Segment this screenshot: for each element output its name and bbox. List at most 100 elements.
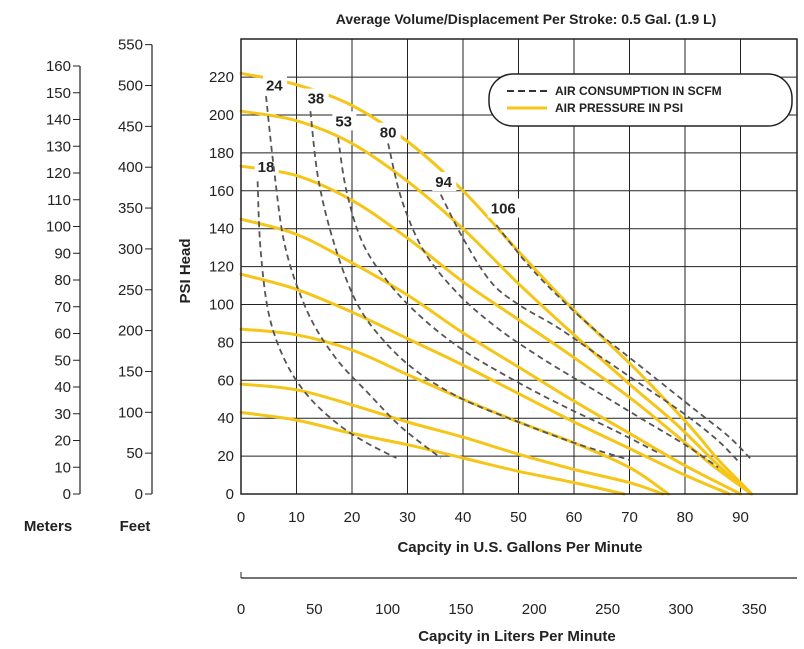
meters-tick-label: 130 [46, 138, 71, 155]
air-consumption-curve [337, 137, 658, 454]
curve-label-bg [262, 75, 287, 95]
meters-tick-label: 30 [54, 406, 71, 423]
meters-tick-label: 110 [47, 192, 71, 209]
x-tick-label: 0 [237, 509, 245, 526]
feet-tick-label: 500 [118, 78, 143, 95]
air-curve-label: 18 [258, 159, 275, 176]
meters-tick-label: 40 [54, 379, 71, 396]
y-tick-label: 100 [209, 297, 234, 314]
pressure-curves [239, 71, 754, 496]
feet-tick-label: 100 [118, 404, 143, 421]
meters-tick-label: 150 [46, 85, 71, 102]
feet-tick-label: 200 [118, 323, 143, 340]
y-tick-label: 40 [217, 410, 234, 427]
liters-axis: 0 50 100 150 200 250 300 350 [237, 572, 797, 618]
meters-tick-label: 60 [54, 326, 71, 343]
y-tick-label: 60 [217, 372, 234, 389]
meters-tick-label: 80 [54, 272, 71, 289]
meters-axis: 0 10 20 30 40 50 60 70 80 90 100 110 120 130 140 150 160 [46, 58, 81, 503]
x-tick-label: 80 [677, 509, 694, 526]
y-axis-ticks: 0 20 40 60 80 100 120 140 160 180 200 220 [209, 69, 234, 503]
x-tick-label: 60 [566, 509, 583, 526]
curve-label-bg [304, 88, 329, 108]
air-curve-label: 94 [435, 174, 452, 191]
liters-tick-label: 150 [448, 601, 473, 618]
y-tick-label: 180 [209, 145, 234, 162]
feet-axis: 0 50 100 150 200 250 300 350 400 450 500 550 [118, 37, 153, 503]
air-consumption-curve [309, 111, 630, 461]
air-consumption-curve [439, 194, 742, 465]
feet-tick-label: 350 [118, 200, 143, 217]
air-curve-label: 38 [308, 91, 325, 108]
y-tick-label: 0 [226, 486, 234, 503]
meters-axis-label: Meters [24, 518, 72, 535]
y-tick-label: 160 [209, 183, 234, 200]
y-tick-label: 220 [209, 69, 234, 86]
meters-tick-label: 160 [46, 58, 71, 75]
y-tick-label: 200 [209, 107, 234, 124]
plot-frame [240, 38, 798, 495]
air-consumption-curve [256, 181, 397, 459]
meters-tick-label: 20 [54, 433, 71, 450]
y-axis-label: PSI Head [177, 238, 194, 303]
y-tick-label: 120 [209, 259, 234, 276]
curve-label-bg [376, 122, 401, 142]
feet-tick-label: 550 [118, 37, 143, 54]
liters-tick-label: 350 [742, 601, 767, 618]
meters-tick-label: 120 [46, 165, 71, 182]
x-tick-label: 30 [399, 509, 416, 526]
x-axis-ticks: 0 10 20 30 40 50 60 70 80 90 [237, 509, 749, 526]
x-tick-label: 70 [621, 509, 638, 526]
air-curve-label: 24 [266, 77, 283, 94]
air-consumption-curve [495, 224, 753, 461]
pressure-curve [239, 217, 742, 496]
feet-tick-label: 300 [118, 241, 143, 258]
pressure-curve [239, 164, 754, 496]
air-curve-label: 53 [335, 113, 352, 130]
pressure-curve [239, 382, 665, 496]
x-axis-label: Capcity in U.S. Gallons Per Minute [397, 539, 642, 556]
curve-label-bg [487, 198, 521, 218]
x-tick-label: 10 [288, 509, 305, 526]
liters-tick-label: 50 [306, 601, 323, 618]
liters-tick-label: 200 [522, 601, 547, 618]
pressure-curve [239, 411, 626, 496]
feet-axis-label: Feet [120, 518, 151, 535]
air-curve-label: 106 [491, 201, 516, 218]
meters-tick-label: 0 [63, 486, 71, 503]
liters-tick-label: 300 [668, 601, 693, 618]
x-tick-label: 90 [732, 509, 749, 526]
curve-label-bg [332, 111, 357, 131]
feet-tick-label: 250 [118, 282, 143, 299]
pressure-curve [239, 71, 754, 496]
legend: AIR CONSUMPTION IN SCFM AIR PRESSURE IN … [488, 73, 793, 127]
y-tick-label: 140 [209, 221, 234, 238]
y-tick-label: 80 [217, 334, 234, 351]
liters-axis-label: Capcity in Liters Per Minute [418, 628, 616, 645]
x-tick-label: 20 [344, 509, 361, 526]
liters-tick-label: 0 [237, 601, 245, 618]
feet-tick-label: 400 [118, 159, 143, 176]
legend-box [488, 73, 793, 127]
air-curve-label: 80 [380, 125, 397, 142]
meters-tick-label: 10 [54, 459, 71, 476]
pressure-curve [239, 327, 670, 496]
y-tick-label: 20 [217, 448, 234, 465]
feet-tick-label: 0 [135, 486, 143, 503]
chart-title: Average Volume/Displacement Per Stroke: … [336, 11, 716, 27]
meters-tick-label: 70 [54, 299, 71, 316]
air-consumption-curves: 18 24 38 53 80 94 106 [254, 75, 753, 469]
feet-tick-label: 450 [118, 118, 143, 135]
pressure-curve [239, 272, 731, 496]
liters-tick-label: 250 [595, 601, 620, 618]
feet-tick-label: 50 [126, 445, 143, 462]
legend-air-consumption: AIR CONSUMPTION IN SCFM [555, 84, 722, 98]
x-tick-label: 40 [455, 509, 472, 526]
air-consumption-curve [265, 96, 442, 459]
legend-air-pressure: AIR PRESSURE IN PSI [555, 101, 683, 115]
meters-tick-label: 100 [46, 219, 71, 236]
feet-tick-label: 150 [118, 363, 143, 380]
curve-label-bg [432, 172, 457, 192]
pressure-curve [239, 109, 754, 496]
